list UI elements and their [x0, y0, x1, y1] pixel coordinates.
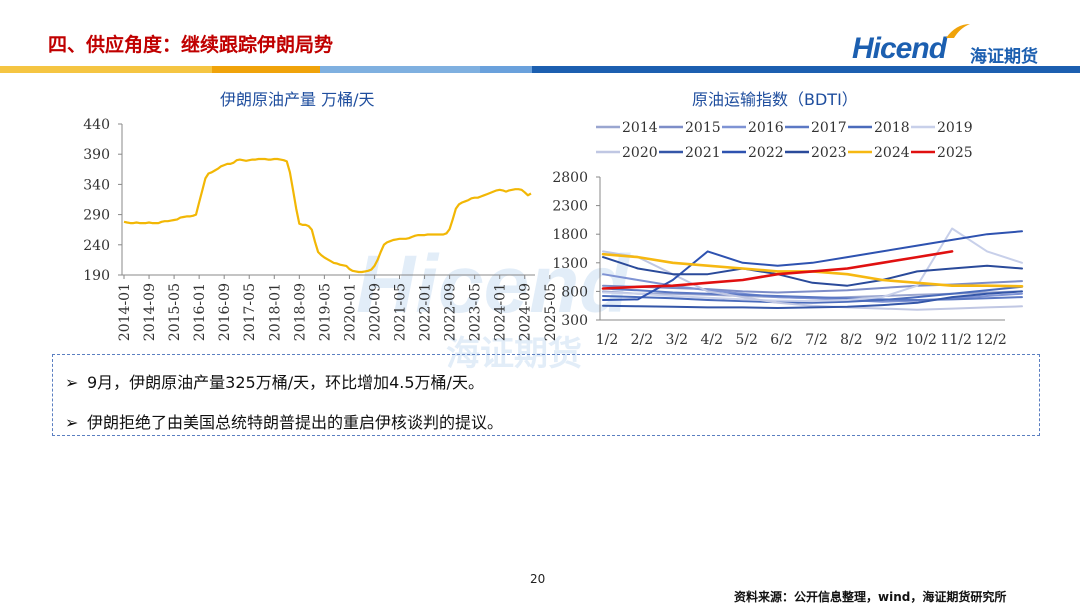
legend-label-2015: 2015 — [685, 120, 721, 136]
legend-label-2020: 2020 — [622, 145, 658, 161]
chart-bdti: 2014 2015 2016 2017 2018 2019 2020 2021 2022 2023… — [552, 120, 1024, 348]
header-bar-orange — [212, 66, 320, 73]
x-tick-label: 2016-09 — [217, 283, 233, 341]
legend-label-2022: 2022 — [748, 145, 784, 161]
x-tick-label: 2014-09 — [142, 283, 158, 341]
y-tick-label: 2300 — [552, 199, 588, 215]
header-bar-lightblue — [320, 66, 480, 73]
y-tick-label: 390 — [83, 147, 110, 163]
legend-label-2014: 2014 — [622, 120, 658, 136]
header-bar-blue1 — [480, 66, 532, 73]
source-note: 资料来源：公开信息整理，wind，海证期货研究所 — [734, 590, 1007, 604]
x-tick-label: 12/2 — [975, 332, 1006, 348]
notes-box: ➢ 9月，伊朗原油产量325万桶/天，环比增加4.5万桶/天。 ➢ 伊朗拒绝了由美国… — [52, 354, 1040, 436]
legend-label-2018: 2018 — [874, 120, 910, 136]
y-tick-label: 240 — [83, 238, 110, 254]
series-line-2017 — [602, 287, 1023, 301]
arrow-bullet-icon: ➢ — [65, 413, 79, 432]
x-tick-label: 2023-05 — [468, 283, 484, 341]
legend-label-2025: 2025 — [937, 145, 973, 161]
page-title: 四、供应角度：继续跟踪伊朗局势 — [48, 34, 334, 56]
chart1-title: 伊朗原油产量 万桶/天 — [220, 90, 375, 109]
logo-text-cn: 海证期货 — [970, 47, 1038, 67]
y-tick-label: 340 — [83, 177, 110, 193]
y-tick-label: 1800 — [552, 227, 588, 243]
y-tick-label: 300 — [561, 313, 588, 329]
y-tick-label: 190 — [83, 268, 110, 284]
page-number: 20 — [530, 572, 546, 586]
header-bar-yellow — [0, 66, 212, 73]
x-tick-label: 11/2 — [940, 332, 971, 348]
x-tick-label: 2018-09 — [292, 283, 308, 341]
note-text: 9月，伊朗原油产量325万桶/天，环比增加4.5万桶/天。 — [87, 373, 484, 392]
x-tick-label: 7/2 — [805, 332, 828, 348]
arrow-bullet-icon: ➢ — [65, 373, 79, 392]
series-line-2025 — [601, 250, 954, 290]
x-tick-label: 2022-09 — [443, 283, 459, 341]
y-tick-label: 290 — [83, 208, 110, 224]
x-tick-label: 9/2 — [875, 332, 898, 348]
legend-label-2023: 2023 — [811, 145, 847, 161]
series-line-iran-production — [123, 157, 532, 274]
x-tick-label: 2025-05 — [543, 283, 559, 341]
legend-label-2021: 2021 — [685, 145, 721, 161]
y-tick-label: 1300 — [552, 256, 588, 272]
x-tick-label: 8/2 — [840, 332, 863, 348]
series-line-2023 — [602, 256, 1023, 287]
logo-text-en: Hicend — [852, 32, 947, 65]
legend-label-2024: 2024 — [874, 145, 910, 161]
series-line-2022 — [602, 230, 1023, 301]
x-tick-label: 2018-01 — [267, 283, 283, 341]
note-item: ➢ 9月，伊朗原油产量325万桶/天，环比增加4.5万桶/天。 — [65, 369, 484, 393]
chart-iran-production: 190 240 290 340 390 440 2014-01 2014-09 2015-05 2… — [83, 117, 559, 341]
x-tick-label: 1/2 — [596, 332, 619, 348]
chart2-title: 原油运输指数（BDTI） — [692, 90, 858, 109]
x-tick-label: 4/2 — [700, 332, 723, 348]
legend-label-2016: 2016 — [748, 120, 784, 136]
y-tick-label: 440 — [83, 117, 110, 133]
x-tick-label: 10/2 — [905, 332, 936, 348]
series-line-2019 — [602, 227, 1023, 303]
x-tick-label: 6/2 — [770, 332, 793, 348]
legend-label-2019: 2019 — [937, 120, 973, 136]
x-tick-label: 2017-05 — [242, 283, 258, 341]
x-tick-label: 2020-09 — [367, 283, 383, 341]
x-tick-label: 2015-05 — [167, 283, 183, 341]
x-tick-label: 2024-09 — [518, 283, 534, 341]
series-line-2021 — [602, 290, 1023, 309]
x-tick-label: 5/2 — [735, 332, 758, 348]
series-line-2018 — [602, 285, 1023, 304]
header-bar-blue2 — [532, 66, 1080, 73]
x-tick-label: 2024-01 — [493, 283, 509, 341]
x-tick-label: 2019-05 — [317, 283, 333, 341]
legend-label-2017: 2017 — [811, 120, 847, 136]
y-tick-label: 2800 — [552, 170, 588, 186]
x-tick-label: 2/2 — [631, 332, 654, 348]
x-tick-label: 3/2 — [666, 332, 689, 348]
x-tick-label: 2022-01 — [418, 283, 434, 341]
x-tick-label: 2020-01 — [342, 283, 358, 341]
x-tick-label: 2021-05 — [393, 283, 409, 341]
note-item: ➢ 伊朗拒绝了由美国总统特朗普提出的重启伊核谈判的提议。 — [65, 409, 503, 433]
x-tick-label: 2016-01 — [192, 283, 208, 341]
note-text: 伊朗拒绝了由美国总统特朗普提出的重启伊核谈判的提议。 — [87, 413, 504, 432]
logo-swoosh-icon — [946, 24, 970, 38]
x-tick-label: 2014-01 — [117, 283, 133, 341]
y-tick-label: 800 — [561, 284, 588, 300]
